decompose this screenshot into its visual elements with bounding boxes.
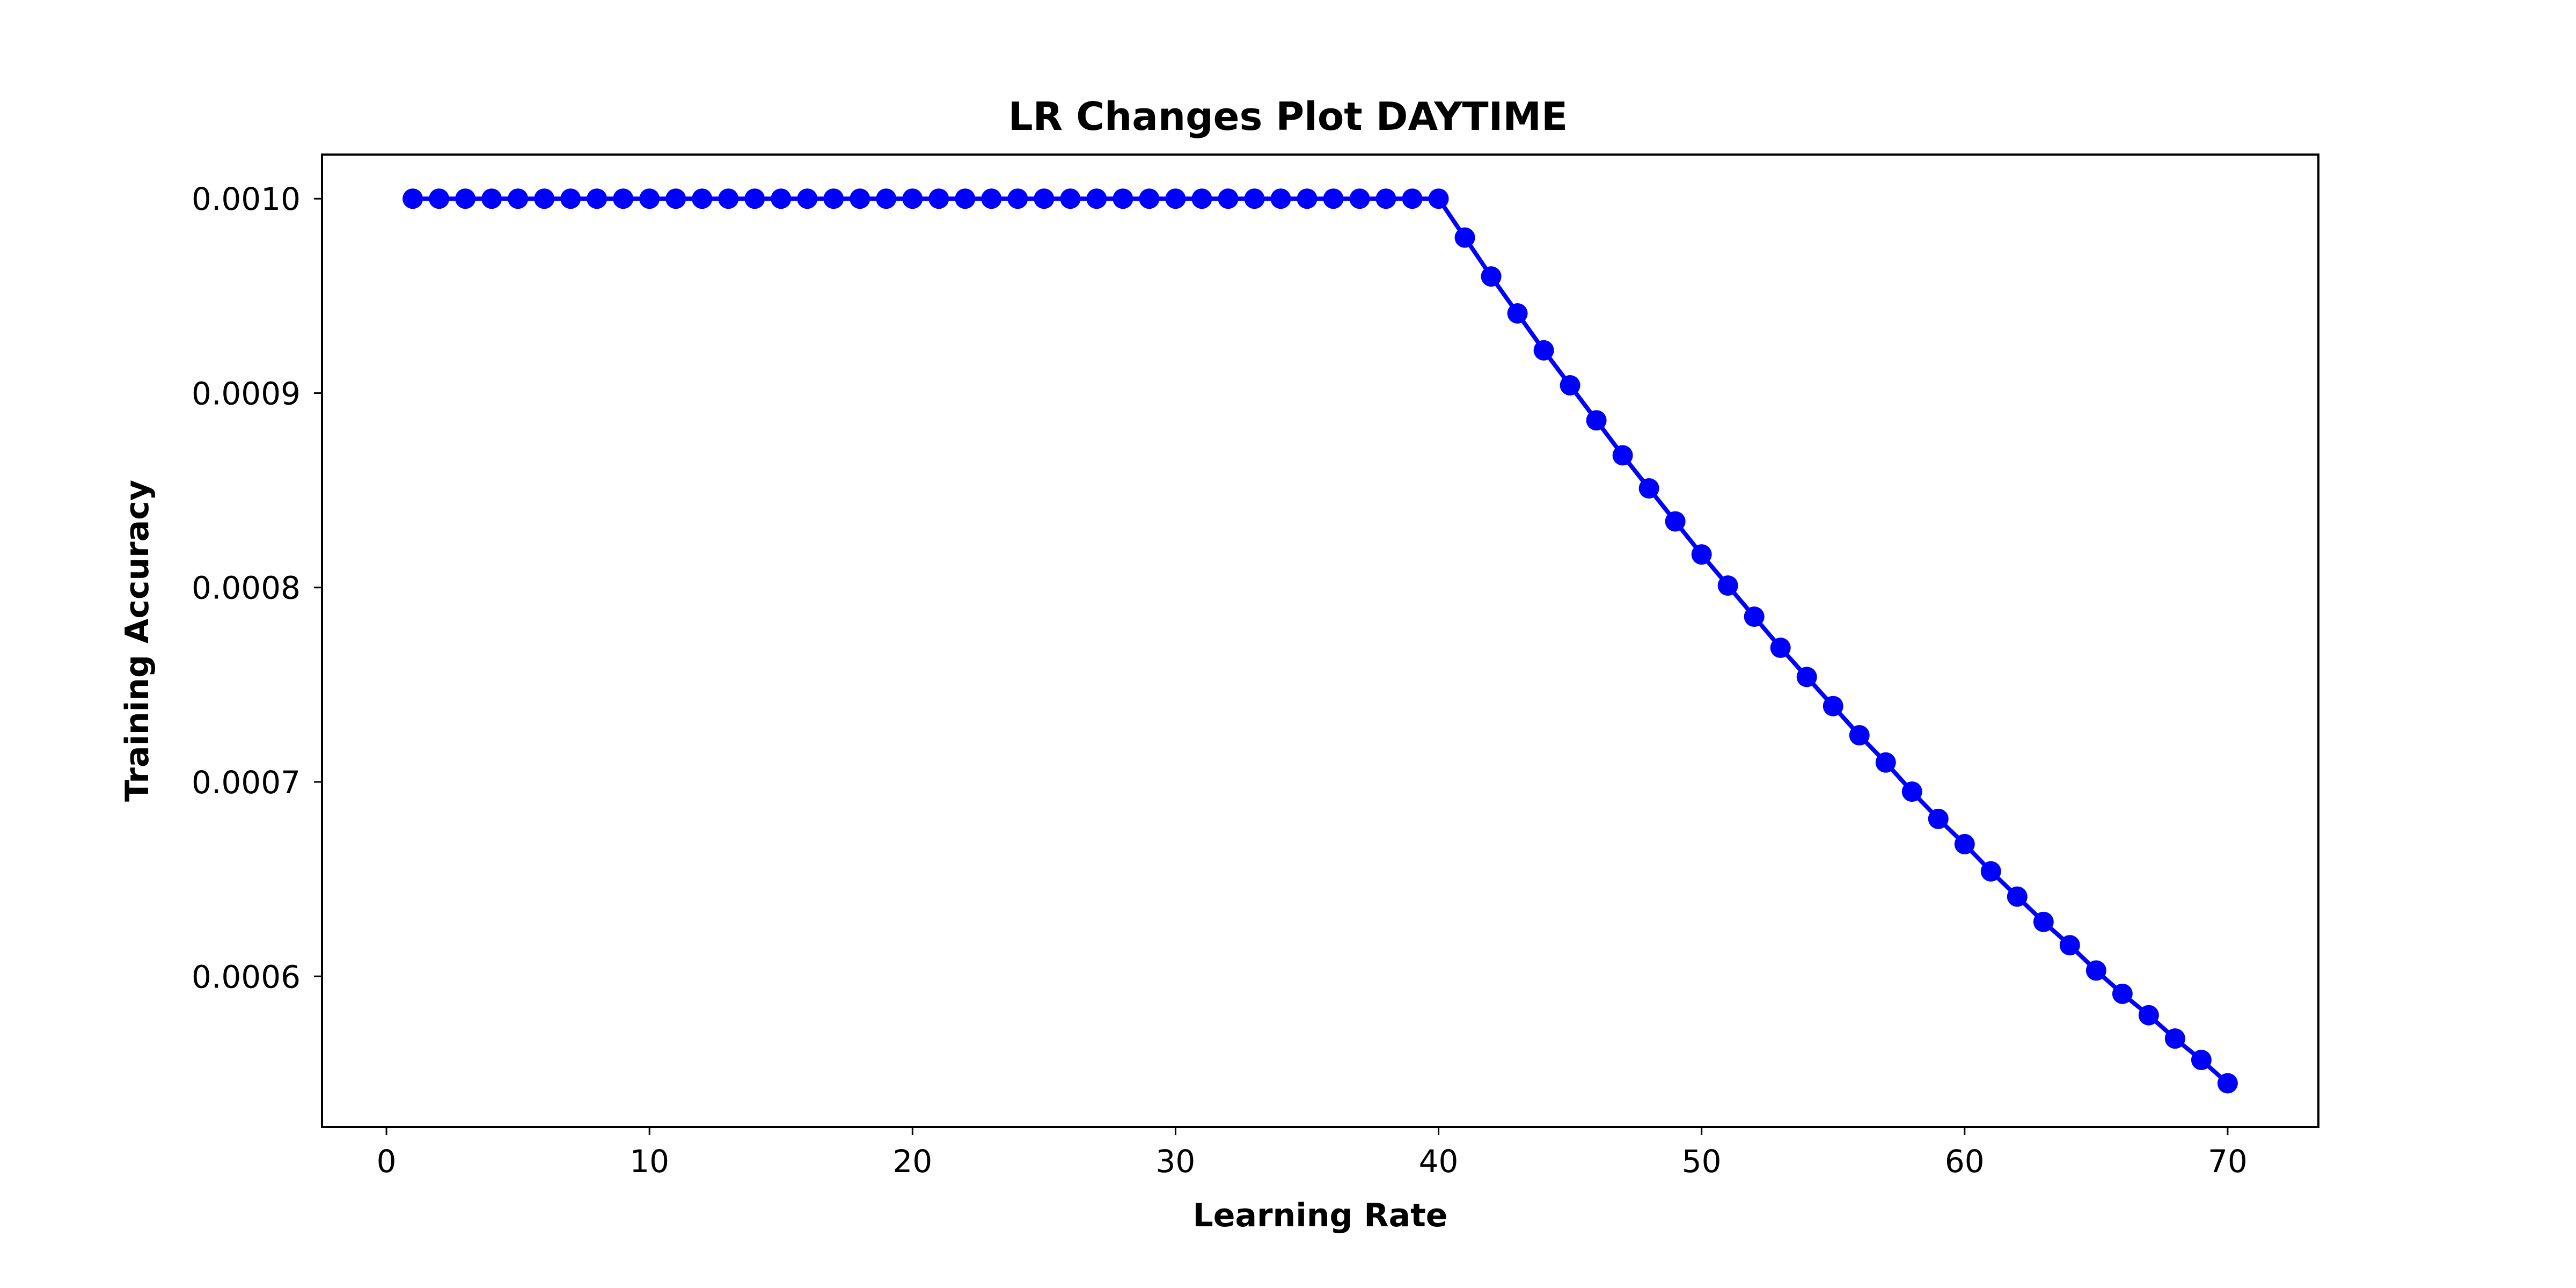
- data-point: [1796, 667, 1817, 687]
- y-tick-label: 0.0010: [192, 181, 301, 217]
- data-point: [1586, 410, 1607, 431]
- data-point: [1954, 833, 1975, 854]
- y-tick-label: 0.0008: [192, 570, 301, 606]
- x-tick-label: 0: [377, 1143, 397, 1180]
- x-axis: 0 10 20 30 40 50 60 70: [377, 1127, 2248, 1180]
- data-point: [928, 188, 949, 209]
- data-point: [1665, 511, 1686, 532]
- data-point: [1901, 781, 1922, 802]
- data-point: [1612, 445, 1633, 466]
- data-point: [1428, 188, 1449, 209]
- data-point: [1139, 188, 1160, 209]
- data-point: [1928, 808, 1949, 829]
- data-point: [1849, 725, 1870, 746]
- y-axis-label: Training Accuracy: [119, 480, 156, 802]
- data-point: [402, 188, 423, 209]
- data-point: [1980, 861, 2001, 882]
- data-point: [2007, 886, 2028, 907]
- plot-frame: [321, 153, 2319, 1128]
- data-point: [744, 188, 765, 209]
- y-axis: 0.0006 0.0007 0.0008 0.0009 0.0010: [192, 181, 322, 995]
- data-point: [1717, 575, 1738, 596]
- data-point: [1744, 606, 1765, 627]
- data-point: [587, 188, 608, 209]
- data-point: [481, 188, 502, 209]
- x-tick-label: 70: [2208, 1143, 2248, 1180]
- data-point: [1086, 188, 1107, 209]
- data-point: [1481, 266, 1502, 287]
- data-point: [1638, 478, 1659, 499]
- data-point: [692, 188, 713, 209]
- y-tick-label: 0.0006: [192, 958, 301, 995]
- data-point: [639, 188, 660, 209]
- data-point: [1323, 188, 1344, 209]
- data-point: [981, 188, 1002, 209]
- data-point: [1454, 227, 1475, 248]
- data-point: [2033, 911, 2054, 932]
- data-point: [1823, 696, 1843, 716]
- data-point: [1034, 188, 1055, 209]
- x-tick-label: 60: [1945, 1143, 1985, 1180]
- data-point: [455, 188, 476, 209]
- data-point: [508, 188, 529, 209]
- x-tick-label: 30: [1156, 1143, 1196, 1180]
- data-point: [797, 188, 818, 209]
- data-point: [1113, 188, 1133, 209]
- data-point: [1218, 188, 1239, 209]
- data-point: [429, 188, 450, 209]
- data-point: [955, 188, 976, 209]
- series-line: [413, 196, 2229, 1085]
- data-point: [1297, 188, 1318, 209]
- data-point: [902, 188, 923, 209]
- x-tick-label: 20: [892, 1143, 932, 1180]
- data-point: [2138, 1005, 2159, 1026]
- y-tick-label: 0.0007: [192, 764, 301, 801]
- data-point: [2059, 935, 2080, 956]
- data-point: [1060, 188, 1081, 209]
- x-tick-label: 50: [1682, 1143, 1722, 1180]
- data-point: [718, 188, 739, 209]
- data-point: [1165, 188, 1186, 209]
- x-tick-label: 40: [1419, 1143, 1459, 1180]
- data-point: [534, 188, 555, 209]
- data-point: [1270, 188, 1291, 209]
- data-point: [1507, 303, 1528, 324]
- data-point: [2191, 1050, 2212, 1071]
- data-point: [1691, 544, 1712, 565]
- data-point: [1402, 188, 1423, 209]
- plot-area: [402, 188, 2238, 1094]
- data-point: [2112, 983, 2133, 1004]
- data-point: [665, 188, 686, 209]
- data-point: [850, 188, 870, 209]
- data-point: [613, 188, 634, 209]
- data-point: [2217, 1073, 2238, 1094]
- x-axis-label: Learning Rate: [1193, 1197, 1448, 1234]
- data-point: [2085, 960, 2106, 981]
- y-tick-label: 0.0009: [192, 375, 301, 412]
- data-point: [1875, 752, 1896, 773]
- data-point: [1375, 188, 1396, 209]
- data-point: [771, 188, 792, 209]
- data-point: [560, 188, 581, 209]
- data-point: [2164, 1028, 2185, 1049]
- data-point: [876, 188, 897, 209]
- data-point: [1533, 340, 1554, 361]
- data-point: [1244, 188, 1265, 209]
- x-tick-label: 10: [630, 1143, 669, 1180]
- data-point: [1191, 188, 1212, 209]
- data-point: [1349, 188, 1370, 209]
- data-point: [1770, 638, 1791, 658]
- data-point: [1007, 188, 1028, 209]
- data-point: [1560, 375, 1580, 396]
- data-point: [823, 188, 844, 209]
- chart-title: LR Changes Plot DAYTIME: [1008, 94, 1568, 139]
